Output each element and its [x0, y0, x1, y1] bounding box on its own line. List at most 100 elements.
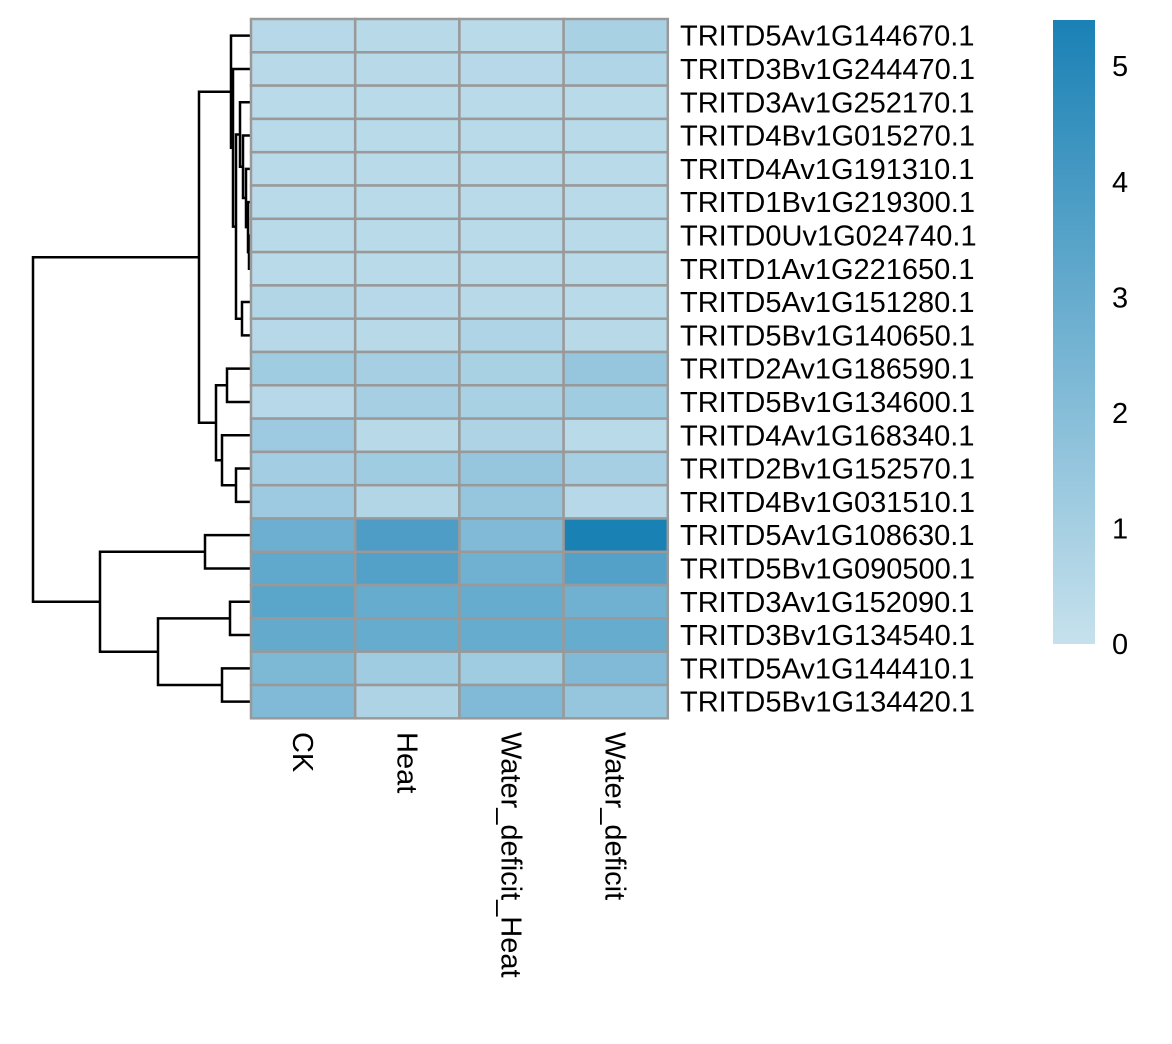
heatmap-cell: [562, 150, 670, 187]
dendrogram-branch: [225, 367, 251, 404]
heatmap-cell: [562, 583, 670, 620]
heatmap-cell: [353, 384, 461, 420]
heatmap-cell: [562, 417, 670, 454]
column-label: CK: [286, 732, 318, 773]
dendrogram-branch: [156, 617, 230, 687]
heatmap-cell: [458, 350, 565, 387]
heatmap-cell: [353, 450, 461, 487]
heatmap-cell: [353, 517, 461, 554]
row-label: TRITD2Av1G186590.1: [680, 354, 974, 386]
heatmap-cell: [249, 217, 357, 254]
row-label: TRITD5Av1G151280.1: [680, 287, 974, 319]
heatmap-cell: [458, 317, 565, 354]
column-label: Heat: [390, 732, 422, 793]
heatmap-cell: [562, 17, 670, 54]
heatmap-cell: [458, 450, 565, 487]
heatmap-cell: [249, 384, 357, 420]
row-label: TRITD1Av1G221650.1: [680, 254, 974, 286]
heatmap-cell: [458, 84, 565, 121]
heatmap-cell: [458, 284, 565, 320]
color-legend: 0 1 2 3 4 5: [1053, 20, 1128, 661]
heatmap-cell: [249, 683, 357, 720]
heatmap-cell: [249, 550, 357, 587]
heatmap-cell: [562, 650, 670, 687]
column-labels: CK Heat Water_deficit_Heat Water_deficit: [286, 732, 631, 978]
heatmap-cell: [458, 150, 565, 187]
heatmap-cell: [249, 51, 357, 87]
heatmap-cell: [458, 250, 565, 287]
heatmap-cell: [562, 184, 670, 221]
row-label: TRITD0Uv1G024740.1: [680, 220, 977, 252]
heatmap-cell: [562, 284, 670, 320]
heatmap-cell: [249, 450, 357, 487]
row-label: TRITD3Bv1G244470.1: [680, 54, 975, 86]
row-label: TRITD3Bv1G134540.1: [680, 620, 975, 652]
dendrogram-branch: [220, 667, 251, 703]
legend-ticks: 0 1 2 3 4 5: [1112, 51, 1128, 661]
heatmap-cell: [249, 184, 357, 221]
heatmap-cell: [249, 250, 357, 287]
heatmap-cell: [353, 417, 461, 454]
heatmap-cell: [562, 117, 670, 154]
heatmap-cell: [249, 284, 357, 320]
legend-tick-label: 0: [1112, 629, 1128, 661]
heatmap-cell: [562, 517, 670, 554]
heatmap-cell: [353, 350, 461, 387]
heatmap-cell: [353, 184, 461, 221]
row-label: TRITD2Bv1G152570.1: [680, 454, 975, 486]
row-label: TRITD5Bv1G090500.1: [680, 553, 975, 585]
row-label: TRITD5Av1G144410.1: [680, 653, 974, 685]
heatmap-cells: [249, 17, 670, 720]
heatmap-cell: [353, 51, 461, 87]
row-label: TRITD3Av1G152090.1: [680, 587, 974, 619]
row-dendrogram: [31, 34, 251, 703]
heatmap-cell: [353, 250, 461, 287]
row-label: TRITD3Av1G252170.1: [680, 87, 974, 119]
dendrogram-branch: [234, 467, 251, 504]
column-label: Water_deficit: [599, 732, 631, 900]
heatmap-cell: [353, 84, 461, 121]
row-label: TRITD5Av1G144670.1: [680, 21, 974, 53]
heatmap-cell: [353, 483, 461, 520]
heatmap-cell: [249, 84, 357, 121]
heatmap-cell: [562, 217, 670, 254]
heatmap-cell: [249, 517, 357, 554]
legend-tick-label: 1: [1112, 513, 1128, 545]
heatmap-cell: [353, 583, 461, 620]
heatmap-cell: [249, 17, 357, 54]
heatmap-cell: [562, 84, 670, 121]
dendrogram-branch: [98, 550, 205, 653]
dendrogram-branch: [240, 300, 251, 337]
heatmap-cell: [249, 150, 357, 187]
heatmap-cell: [562, 250, 670, 287]
heatmap-cell: [458, 17, 565, 54]
heatmap-cell: [353, 284, 461, 320]
row-label: TRITD4Av1G168340.1: [680, 420, 974, 452]
heatmap-cell: [562, 317, 670, 354]
heatmap-cell: [353, 683, 461, 720]
column-label: Water_deficit_Heat: [495, 732, 527, 978]
row-label: TRITD1Bv1G219300.1: [680, 187, 975, 219]
heatmap-cell: [249, 617, 357, 653]
heatmap-cell: [562, 550, 670, 587]
heatmap-cell: [353, 650, 461, 687]
heatmap-cell: [249, 317, 357, 354]
heatmap-cell: [353, 550, 461, 587]
heatmap-cell: [562, 350, 670, 387]
heatmap-cell: [562, 483, 670, 520]
heatmap-cell: [458, 650, 565, 687]
heatmap-cell: [458, 384, 565, 420]
heatmap-cell: [249, 350, 357, 387]
row-label: TRITD5Bv1G134420.1: [680, 687, 975, 719]
heatmap-cell: [353, 317, 461, 354]
row-label: TRITD4Bv1G015270.1: [680, 121, 975, 153]
legend-tick-label: 3: [1112, 282, 1128, 314]
heatmap-cell: [458, 683, 565, 720]
legend-color-bar: [1053, 20, 1095, 644]
heatmap-cell: [353, 217, 461, 254]
row-label: TRITD5Bv1G134600.1: [680, 387, 975, 419]
heatmap-cell: [458, 617, 565, 653]
heatmap-cell: [249, 650, 357, 687]
heatmap-cell: [353, 117, 461, 154]
heatmap-cell: [562, 384, 670, 420]
